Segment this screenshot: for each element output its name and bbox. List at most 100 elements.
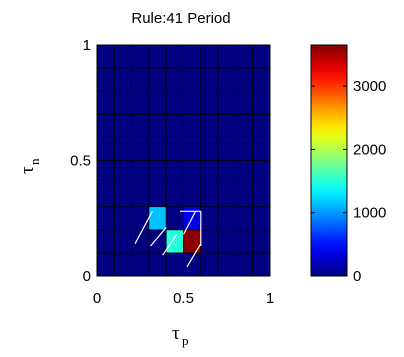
y-tick-label: 0 — [83, 268, 91, 285]
x-tick-label: 0.5 — [173, 290, 194, 307]
heatmap-cell — [96, 206, 115, 231]
heatmap-cell — [165, 206, 184, 231]
heatmap-cell — [235, 183, 254, 208]
heatmap-cell — [96, 183, 115, 208]
x-axis-label-subscript: p — [182, 333, 189, 348]
heatmap-cell — [131, 113, 150, 138]
heatmap-cell — [148, 183, 167, 208]
heatmap-cell — [113, 160, 132, 184]
heatmap-cell — [148, 67, 167, 92]
heatmap-cell — [235, 160, 254, 184]
heatmap-cell — [217, 90, 236, 115]
heatmap-cell — [165, 67, 184, 92]
colorbar-gradient — [310, 44, 348, 277]
heatmap-cell — [217, 252, 236, 277]
x-tick-label: 1 — [266, 290, 274, 307]
heatmap-cell — [148, 206, 167, 231]
heatmap-cell — [96, 229, 115, 254]
contour-line — [162, 234, 178, 256]
chart-title: Rule:41 Period — [131, 10, 230, 27]
heatmap-cell — [113, 137, 132, 161]
y-axis-label: τ n — [17, 158, 42, 174]
heatmap-cell — [183, 90, 202, 115]
heatmap-cell — [113, 229, 132, 254]
heatmap-cell — [165, 160, 184, 184]
colorbar-tick-label: 2000 — [353, 141, 386, 158]
heatmap-cell — [165, 113, 184, 138]
heatmap-cell — [96, 160, 115, 184]
plot-area — [96, 44, 271, 277]
heatmap-cell — [96, 137, 115, 161]
heatmap-cell — [165, 229, 184, 254]
heatmap-cell — [235, 137, 254, 161]
heatmap-cell — [165, 44, 184, 69]
heatmap-cell — [183, 229, 202, 254]
heatmap-cell — [252, 206, 271, 231]
x-tick-label: 0 — [93, 290, 101, 307]
heatmap-cell — [252, 229, 271, 254]
heatmap-cell — [131, 206, 150, 231]
heatmap-cell — [217, 67, 236, 92]
heatmap-cell — [200, 137, 219, 161]
heatmap-cell — [235, 229, 254, 254]
heatmap-cell — [96, 67, 115, 92]
y-tick-label: 0.5 — [70, 153, 91, 170]
heatmap-cell — [131, 90, 150, 115]
contour-line — [186, 243, 202, 268]
heatmap-cell — [131, 252, 150, 277]
heatmap-cell — [252, 160, 271, 184]
heatmap-cell — [131, 137, 150, 161]
heatmap-cell — [96, 90, 115, 115]
heatmap-cell — [183, 44, 202, 69]
y-axis: 00.51 — [70, 37, 101, 285]
heatmap-cell — [200, 67, 219, 92]
heatmap-cell — [200, 252, 219, 277]
heatmap-cell — [113, 67, 132, 92]
heatmap-cell — [200, 44, 219, 69]
x-axis: 0 0.5 1 — [93, 272, 274, 307]
colorbar-tick-label: 3000 — [353, 78, 386, 95]
heatmap-cell — [200, 206, 219, 231]
y-axis-label-main: τ — [17, 166, 38, 174]
heatmap-cell — [235, 252, 254, 277]
heatmap-cell — [131, 67, 150, 92]
heatmap-cell — [252, 183, 271, 208]
heatmap-cell — [113, 90, 132, 115]
heatmap-cell — [235, 44, 254, 69]
y-tick-label: 1 — [83, 37, 91, 54]
heatmap-cell — [200, 160, 219, 184]
heatmap-cell — [183, 160, 202, 184]
heatmap-cell — [183, 113, 202, 138]
heatmap-cell — [148, 44, 167, 69]
heatmap-cell — [252, 137, 271, 161]
heatmap-cell — [165, 183, 184, 208]
heatmap-cell — [200, 90, 219, 115]
heatmap-cell — [131, 44, 150, 69]
heatmap-cell — [148, 90, 167, 115]
heatmap-cell — [113, 206, 132, 231]
heatmap-cell — [217, 160, 236, 184]
heatmap-cell — [217, 113, 236, 138]
heatmap-cell — [131, 183, 150, 208]
heatmap-cell — [252, 44, 271, 69]
contour-line — [150, 227, 167, 247]
heatmap-cell — [183, 67, 202, 92]
heatmap-cell — [165, 137, 184, 161]
heatmap-cell — [217, 206, 236, 231]
heatmap-cell — [252, 252, 271, 277]
colorbar-tick-label: 1000 — [353, 205, 386, 222]
heatmap-cell — [113, 252, 132, 277]
heatmap-cell — [113, 183, 132, 208]
y-axis-label-subscript: n — [27, 158, 42, 165]
heatmap-cell — [148, 229, 167, 254]
heatmap-cell — [217, 229, 236, 254]
contour-line — [134, 211, 153, 244]
heatmap-cell — [217, 183, 236, 208]
contour-line — [182, 211, 197, 235]
heatmap-cell — [148, 113, 167, 138]
heatmap-cell — [200, 183, 219, 208]
heatmap-cell — [148, 160, 167, 184]
heatmap-cell — [200, 229, 219, 254]
heatmap-cell — [252, 113, 271, 138]
x-axis-label-main: τ — [172, 323, 180, 344]
